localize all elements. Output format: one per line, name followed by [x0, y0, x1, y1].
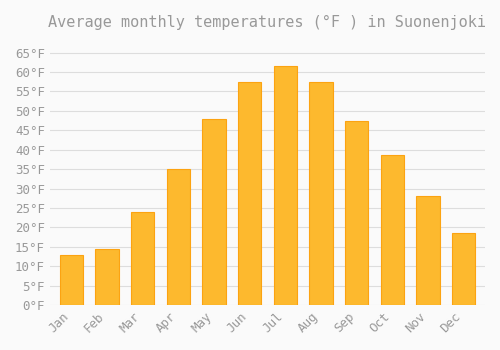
Bar	[238, 82, 261, 305]
Bar	[345, 120, 368, 305]
Bar	[166, 169, 190, 305]
Bar	[131, 212, 154, 305]
Title: Average monthly temperatures (°F ) in Suonenjoki: Average monthly temperatures (°F ) in Su…	[48, 15, 486, 30]
Bar	[452, 233, 475, 305]
Bar	[60, 254, 83, 305]
Bar	[380, 155, 404, 305]
Bar	[202, 119, 226, 305]
Bar	[310, 82, 332, 305]
Bar	[416, 196, 440, 305]
Bar	[274, 66, 297, 305]
Bar	[96, 249, 118, 305]
